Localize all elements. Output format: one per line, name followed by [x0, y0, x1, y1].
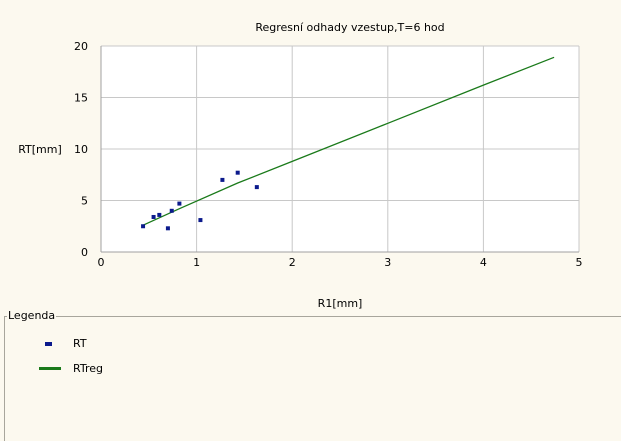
legend-line-icon: [39, 367, 61, 370]
x-tick-label: 0: [98, 256, 105, 269]
data-point: [220, 177, 225, 182]
data-point: [165, 226, 170, 231]
grid: [101, 45, 580, 252]
y-tick-label: 0: [81, 246, 88, 259]
chart-svg: 0 1 2 3 4 5 0 5 10 15 20 Regresní odhady vzestup,T…: [18, 21, 583, 310]
data-point: [169, 208, 174, 213]
x-axis-label: R1[mm]: [318, 297, 363, 310]
x-tick-label: 2: [289, 256, 296, 269]
data-point: [254, 185, 259, 190]
data-point: [141, 224, 146, 229]
y-tick-label: 15: [74, 92, 88, 105]
data-point: [157, 212, 162, 217]
x-tick-label: 1: [193, 256, 200, 269]
y-axis-label: RT[mm]: [18, 143, 62, 156]
y-tick-label: 20: [74, 40, 88, 53]
chart-area: 0 1 2 3 4 5 0 5 10 15 20 Regresní odhady vzestup,T…: [18, 21, 583, 310]
legend: Legenda RT RTreg: [4, 309, 621, 441]
legend-marker-icon: [45, 342, 52, 346]
data-point: [235, 170, 240, 175]
legend-label: RT: [73, 337, 87, 350]
regression-line: [142, 56, 555, 226]
data-point: [177, 201, 182, 206]
y-tick-label: 10: [74, 143, 88, 156]
data-point: [151, 214, 156, 219]
legend-title: Legenda: [7, 309, 57, 323]
legend-label: RTreg: [73, 362, 103, 375]
x-tick-label: 3: [384, 256, 391, 269]
axes: 0 1 2 3 4 5 0 5 10 15 20: [74, 40, 583, 269]
data-point: [198, 218, 203, 223]
series-layer: [141, 56, 555, 231]
y-tick-label: 5: [81, 195, 88, 208]
x-tick-label: 5: [576, 256, 583, 269]
x-tick-label: 4: [480, 256, 487, 269]
chart-title: Regresní odhady vzestup,T=6 hod: [255, 21, 444, 34]
